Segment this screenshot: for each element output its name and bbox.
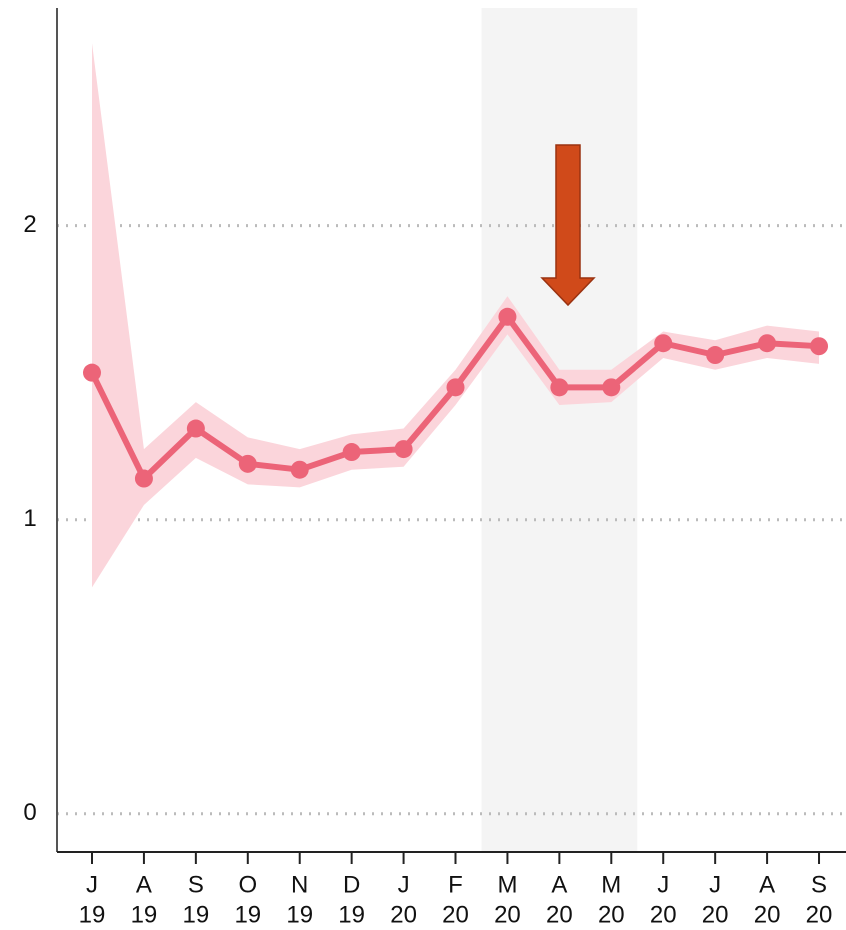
x-tick-label: 19 [286,901,313,928]
x-tick-label: 20 [546,901,573,928]
x-tick-label: J [86,871,98,898]
confidence-band [92,43,820,588]
x-tick-label: F [448,871,463,898]
x-tick-label: 20 [754,901,781,928]
x-tick-label: D [343,871,360,898]
point [134,469,153,488]
x-tick-label: M [601,871,621,898]
x-tick-label: 20 [390,901,417,928]
x-tick-label: 19 [131,901,158,928]
x-tick-label: A [136,871,152,898]
point [290,460,309,479]
x-tick-label: 19 [79,901,106,928]
x-tick-label: 20 [442,901,469,928]
point [238,454,257,473]
x-tick-label: S [811,871,827,898]
x-tick-label: A [759,871,775,898]
x-tick-label: 20 [702,901,729,928]
point [342,443,361,462]
x-tick-label: S [188,871,204,898]
x-tick-label: 20 [650,901,677,928]
x-tick-label: A [551,871,567,898]
x-tick-label: 19 [183,901,210,928]
x-tick-label: N [291,871,308,898]
x-tick-label: M [497,871,517,898]
x-tick-label: J [398,871,410,898]
y-tick-label: 2 [23,211,36,238]
point [758,334,777,353]
point [394,440,413,459]
x-tick-label: O [238,871,257,898]
arrow-annotation [540,144,596,307]
x-tick-label: 19 [234,901,261,928]
point [810,337,829,356]
shaded-period [481,8,638,852]
point [498,307,517,326]
x-tick-label: 19 [338,901,365,928]
point [83,363,101,382]
x-tick-label: 20 [494,901,521,928]
y-tick-label: 1 [23,505,36,532]
arrow [540,144,596,307]
point [446,378,465,397]
point [602,378,621,397]
point [706,346,725,365]
plot [83,43,829,588]
x-tick-label: J [709,871,721,898]
y-tick-label: 0 [23,799,36,826]
x-tick-label: J [657,871,669,898]
point [654,334,673,353]
x-tick-label: 20 [598,901,625,928]
point [550,378,569,397]
point [186,419,205,438]
x-tick-label: 20 [806,901,833,928]
